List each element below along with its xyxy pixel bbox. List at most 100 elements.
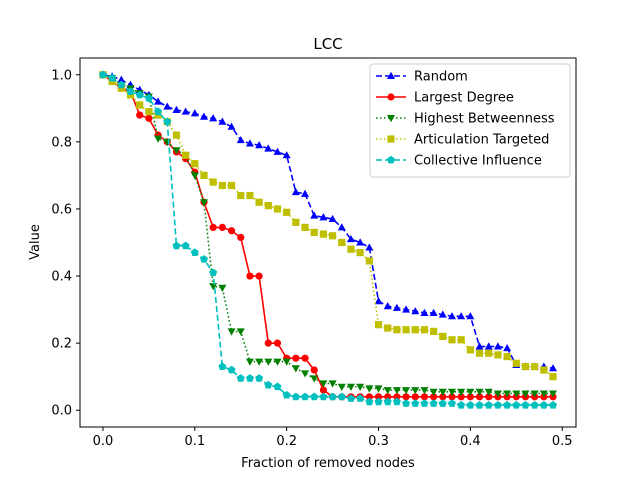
data-point — [273, 147, 282, 155]
data-point — [200, 199, 208, 207]
data-point — [310, 211, 319, 219]
data-point — [218, 284, 227, 292]
axis-ticks: 0.0 0.1 0.2 0.3 0.4 0.5 0.0 0.2 0.4 0.6 0.8 1.0 — [51, 68, 572, 449]
data-point — [503, 401, 512, 409]
data-point — [438, 310, 447, 318]
data-point — [521, 363, 530, 371]
data-point — [393, 393, 401, 401]
data-point — [493, 342, 502, 350]
data-point — [457, 393, 465, 401]
data-point — [337, 383, 346, 391]
chart-title: LCC — [313, 35, 342, 53]
data-point — [438, 399, 447, 407]
data-point — [539, 401, 548, 409]
x-tick-label: 0.3 — [368, 434, 389, 449]
legend-marker — [387, 135, 395, 143]
data-point — [411, 387, 420, 395]
data-point — [521, 401, 530, 409]
data-point — [291, 365, 300, 373]
data-point — [282, 390, 291, 399]
legend-item: Articulation Targeted — [376, 133, 549, 148]
data-point — [494, 351, 502, 359]
data-point — [365, 393, 373, 401]
data-point — [283, 208, 291, 216]
series-group — [98, 70, 558, 409]
data-point — [181, 241, 190, 250]
data-point — [98, 70, 107, 79]
data-point — [384, 324, 392, 332]
data-point — [191, 160, 199, 168]
data-point — [466, 346, 474, 354]
data-point — [190, 172, 199, 180]
legend-label: Collective Influence — [414, 154, 542, 169]
data-point — [475, 393, 484, 401]
data-point — [429, 399, 438, 407]
data-point — [301, 223, 309, 232]
data-point — [530, 401, 539, 409]
data-point — [190, 109, 199, 117]
x-tick-label: 0.4 — [460, 434, 481, 449]
data-point — [264, 144, 273, 152]
data-point — [475, 388, 484, 396]
data-point — [145, 108, 153, 116]
data-point — [200, 255, 208, 263]
data-point — [347, 245, 355, 253]
data-point — [227, 181, 236, 190]
data-point — [411, 399, 420, 407]
data-point — [448, 388, 456, 396]
data-point — [218, 223, 226, 232]
legend-item: Largest Degree — [376, 91, 514, 106]
data-point — [328, 380, 337, 388]
data-point — [484, 342, 493, 350]
data-point — [236, 135, 245, 144]
data-point — [319, 380, 328, 388]
data-point — [402, 326, 410, 334]
data-point — [402, 387, 411, 395]
data-point — [338, 238, 346, 247]
data-point — [438, 388, 447, 396]
y-tick-label: 0.8 — [51, 135, 72, 150]
data-point — [310, 375, 319, 383]
legend-label: Articulation Targeted — [414, 133, 549, 148]
data-point — [154, 97, 163, 105]
data-point — [163, 102, 172, 110]
data-point — [539, 390, 548, 398]
data-point — [328, 214, 337, 223]
data-point — [420, 308, 429, 316]
data-point — [457, 388, 466, 396]
data-point — [291, 187, 300, 196]
data-point — [319, 213, 328, 221]
data-point — [392, 303, 401, 311]
legend-label: Largest Degree — [414, 91, 514, 106]
y-tick-label: 0.0 — [51, 404, 72, 419]
y-tick-label: 0.4 — [51, 270, 72, 285]
data-point — [493, 401, 502, 409]
data-point — [310, 392, 319, 401]
data-point — [512, 359, 520, 367]
data-point — [392, 397, 401, 406]
data-point — [466, 388, 475, 396]
data-point — [429, 388, 438, 396]
data-point — [485, 349, 493, 357]
data-point — [144, 94, 153, 102]
data-point — [200, 171, 208, 180]
y-tick-label: 0.2 — [51, 337, 72, 352]
x-tick-label: 0.1 — [184, 434, 205, 449]
data-point — [227, 227, 236, 235]
data-point — [466, 312, 475, 320]
data-point — [237, 191, 245, 200]
data-point — [181, 107, 190, 115]
data-point — [540, 366, 548, 374]
x-tick-label: 0.2 — [276, 434, 297, 449]
data-point — [218, 181, 226, 190]
data-point — [430, 393, 438, 401]
data-point — [411, 393, 419, 401]
data-point — [209, 114, 218, 122]
data-point — [209, 268, 218, 277]
data-point — [466, 401, 475, 409]
data-point — [411, 326, 419, 334]
data-point — [549, 401, 558, 409]
data-point — [374, 385, 383, 393]
data-point — [549, 390, 558, 398]
data-point — [301, 189, 310, 197]
